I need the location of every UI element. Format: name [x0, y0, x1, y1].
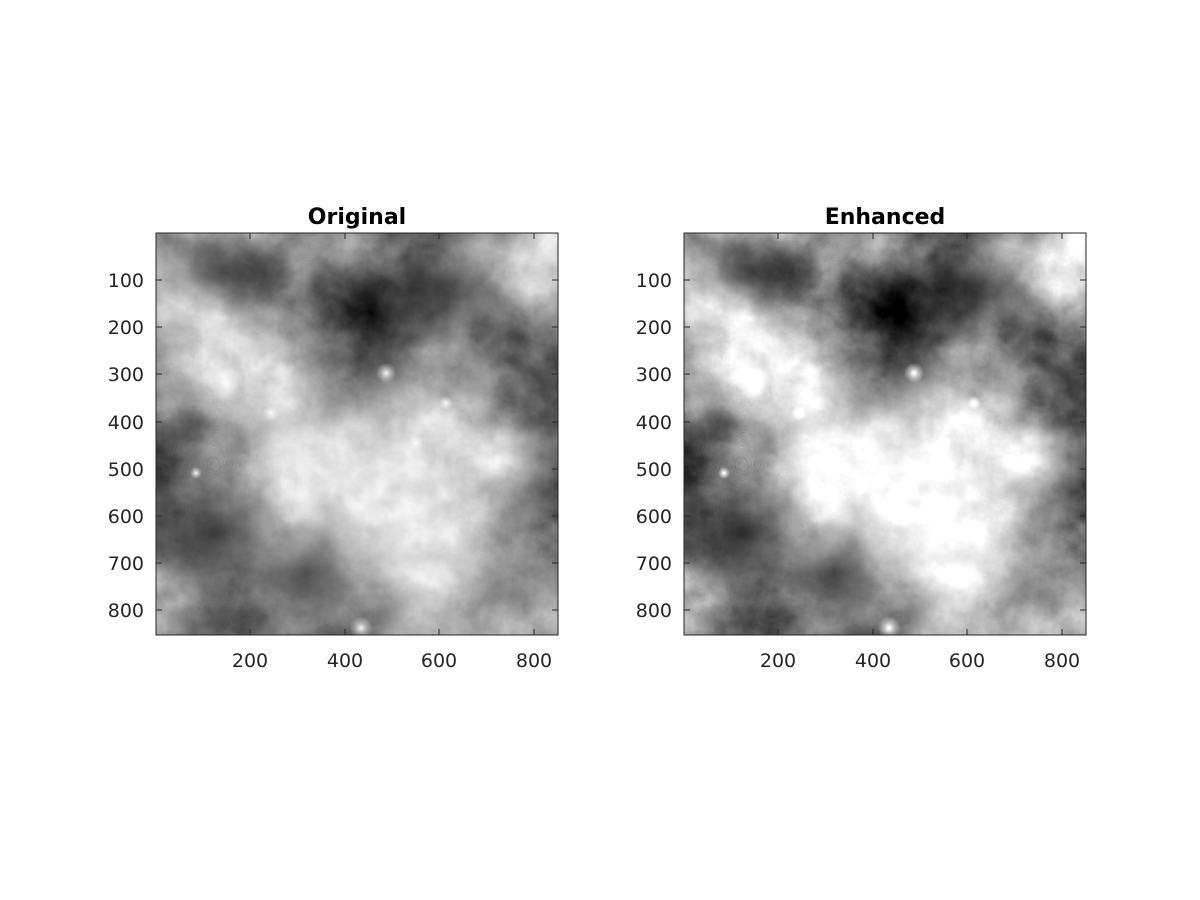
- panel-title-enhanced: Enhanced: [825, 205, 946, 230]
- panel-enhanced: Enhanced 200 400 600 800: [636, 205, 1087, 672]
- y-tick-label: 100: [636, 270, 672, 292]
- x-axis-original: 200 400 600 800: [232, 233, 552, 672]
- y-tick-label: 700: [108, 553, 144, 575]
- axes-frame-enhanced: [683, 232, 1087, 636]
- x-tick-label: 600: [421, 650, 457, 672]
- panel-title-original: Original: [308, 205, 406, 230]
- y-tick-label: 800: [108, 600, 144, 622]
- y-tick-label: 600: [636, 506, 672, 528]
- y-tick-label: 600: [108, 506, 144, 528]
- y-tick-label: 300: [636, 364, 672, 386]
- y-tick-label: 500: [636, 459, 672, 481]
- y-tick-label: 200: [108, 317, 144, 339]
- y-tick-label: 300: [108, 364, 144, 386]
- axes-frame-original: [155, 232, 559, 636]
- x-tick-label: 200: [232, 650, 268, 672]
- x-tick-label: 600: [949, 650, 985, 672]
- y-axis-enhanced: 100 200 300 400 500 600 700 800: [636, 270, 1086, 622]
- y-axis-original: 100 200 300 400 500 600 700 800: [108, 270, 558, 622]
- y-tick-label: 100: [108, 270, 144, 292]
- x-tick-label: 400: [327, 650, 363, 672]
- x-tick-label: 400: [855, 650, 891, 672]
- x-tick-label: 800: [516, 650, 552, 672]
- x-tick-label: 200: [760, 650, 796, 672]
- y-tick-label: 400: [108, 412, 144, 434]
- panel-original: Original 200 400 600 800: [108, 205, 559, 672]
- y-tick-label: 800: [636, 600, 672, 622]
- x-axis-enhanced: 200 400 600 800: [760, 233, 1080, 672]
- y-tick-label: 400: [636, 412, 672, 434]
- moon-image-original: [146, 228, 558, 640]
- moon-image-enhanced: [674, 228, 1086, 640]
- y-tick-label: 700: [636, 553, 672, 575]
- y-tick-label: 500: [108, 459, 144, 481]
- y-tick-label: 200: [636, 317, 672, 339]
- x-tick-label: 800: [1044, 650, 1080, 672]
